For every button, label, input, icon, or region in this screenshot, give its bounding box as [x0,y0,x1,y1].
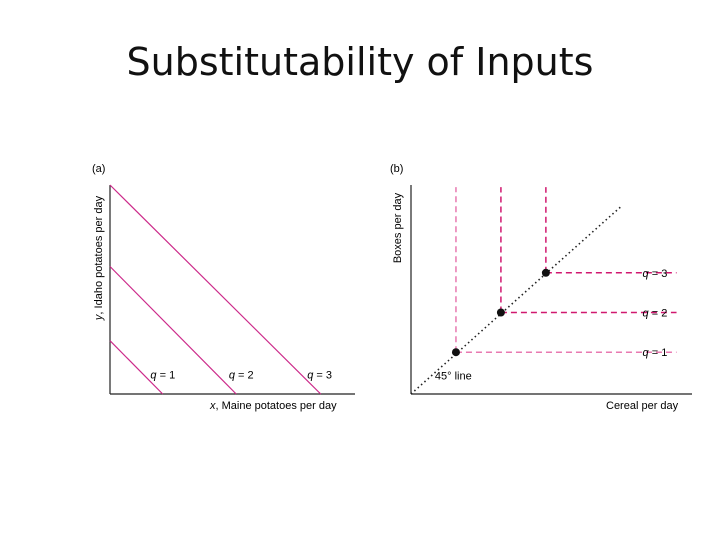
panel-b: (b) Boxes per day 45° line q = 1 q = 2 q =… [390,163,692,412]
panel-a-isoquant-2 [109,266,237,395]
panel-b-isoquant-label-3: q = 3 [643,268,668,280]
panel-a-label: (a) [92,163,105,175]
panel-a-ylabel-var: y [93,313,105,321]
panel-b-corner-point-1 [451,348,460,357]
panel-b-isoquant-label-1: q = 1 [643,347,668,359]
panel-b-xlabel: Cereal per day [606,400,679,412]
panel-a-xlabel: x, Maine potatoes per day [209,400,337,412]
panel-b-corner-point-3 [541,268,550,277]
panel-a-xlabel-rest: , Maine potatoes per day [216,400,338,412]
panel-a-isoquant-label-2: q = 2 [229,369,254,381]
panel-a-isoquant-label-1: q = 1 [150,369,175,381]
panel-a-isoquant-1 [109,340,164,395]
panel-b-45-degree-label: 45° line [435,370,472,382]
panel-a-ylabel: y, Idaho potatoes per day [93,195,105,321]
panel-b-45-degree-line [410,205,623,395]
panel-b-corner-point-2 [496,308,505,317]
panel-a-isoquant-label-3: q = 3 [307,369,332,381]
panel-a-xlabel-var: x [209,400,216,412]
panel-a-ylabel-rest: , Idaho potatoes per day [93,195,105,314]
slide-title: Substitutability of Inputs [126,40,594,84]
panel-b-isoquant-label-2: q = 2 [643,307,668,319]
panel-b-label: (b) [390,163,403,175]
panel-a: (a) y, Idaho potatoes per day q = 1 q = 2… [92,163,355,412]
panel-a-isoquant-3 [109,184,322,395]
panel-b-ylabel: Boxes per day [392,192,404,263]
